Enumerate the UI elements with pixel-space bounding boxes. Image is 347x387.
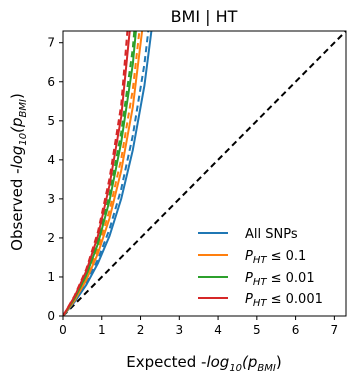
y-tick-label: 1 bbox=[47, 270, 55, 284]
x-tick-label: 0 bbox=[59, 323, 67, 337]
legend-item: PHT ≤ 0.1 bbox=[198, 249, 306, 266]
x-tick-label: 3 bbox=[175, 323, 183, 337]
y-axis-label-prefix: Observed - bbox=[8, 168, 26, 250]
y-axis-label-func-sub: 10 bbox=[18, 133, 29, 146]
y-axis-label-arg-sub: BMI bbox=[18, 99, 29, 117]
y-axis-label-func: log bbox=[8, 146, 26, 169]
chart-title: BMI | HT bbox=[171, 7, 238, 26]
reference-layer bbox=[63, 31, 346, 316]
series-layer bbox=[63, 31, 153, 316]
x-axis-label: Expected -log10(pBMI) bbox=[126, 353, 281, 374]
legend-item: PHT ≤ 0.001 bbox=[198, 292, 323, 309]
y-tick-label: 0 bbox=[47, 309, 55, 323]
y-tick-label: 4 bbox=[47, 153, 55, 167]
y-tick-label: 5 bbox=[47, 114, 55, 128]
x-axis-label-arg-close: ) bbox=[276, 353, 282, 371]
x-axis-ticks: 0 1 2 3 4 5 6 7 bbox=[59, 316, 338, 337]
y-axis-label-arg-open: (p bbox=[8, 117, 26, 132]
legend-label-pht-0-1: PHT ≤ 0.1 bbox=[245, 249, 306, 266]
x-tick-label: 5 bbox=[253, 323, 261, 337]
x-tick-label: 2 bbox=[137, 323, 145, 337]
y-tick-label: 2 bbox=[47, 231, 55, 245]
series-line-all-snps bbox=[63, 31, 153, 316]
x-tick-label: 7 bbox=[331, 323, 339, 337]
legend-label-pht-0-001: PHT ≤ 0.001 bbox=[245, 292, 323, 309]
x-axis-label-prefix: Expected - bbox=[126, 353, 206, 371]
y-axis-label-arg-close: ) bbox=[8, 93, 26, 99]
y-axis-label: Observed -log10(pBMI) bbox=[8, 93, 29, 251]
x-axis-label-arg-open: (p bbox=[242, 353, 257, 371]
y-axis-ticks: 0 1 2 3 4 5 6 7 bbox=[47, 36, 63, 323]
series-line-p-ht-0-001 bbox=[63, 31, 131, 316]
band-line-all-snps bbox=[63, 31, 150, 316]
x-axis-label-arg-sub: BMI bbox=[257, 363, 275, 374]
x-axis-label-func: log bbox=[206, 353, 229, 371]
band-line-p-ht-0-01 bbox=[63, 31, 136, 316]
legend: All SNPs PHT ≤ 0.1 PHT ≤ 0.01 PHT ≤ 0.00… bbox=[198, 227, 323, 309]
plot-area bbox=[63, 31, 346, 316]
legend-item: All SNPs bbox=[198, 227, 298, 242]
legend-label-pht-0-01: PHT ≤ 0.01 bbox=[245, 271, 315, 288]
y-tick-label: 3 bbox=[47, 192, 55, 206]
legend-label-all-snps: All SNPs bbox=[245, 227, 298, 242]
legend-item: PHT ≤ 0.01 bbox=[198, 271, 315, 288]
x-axis-label-func-sub: 10 bbox=[229, 363, 242, 374]
x-tick-label: 1 bbox=[98, 323, 106, 337]
axes-frame bbox=[62, 30, 347, 317]
x-tick-label: 6 bbox=[292, 323, 300, 337]
series-line-p-ht-0-1 bbox=[63, 31, 144, 316]
y-tick-label: 7 bbox=[47, 36, 55, 50]
y-tick-label: 6 bbox=[47, 75, 55, 89]
x-tick-label: 4 bbox=[214, 323, 222, 337]
reference-diagonal-line bbox=[63, 31, 346, 316]
